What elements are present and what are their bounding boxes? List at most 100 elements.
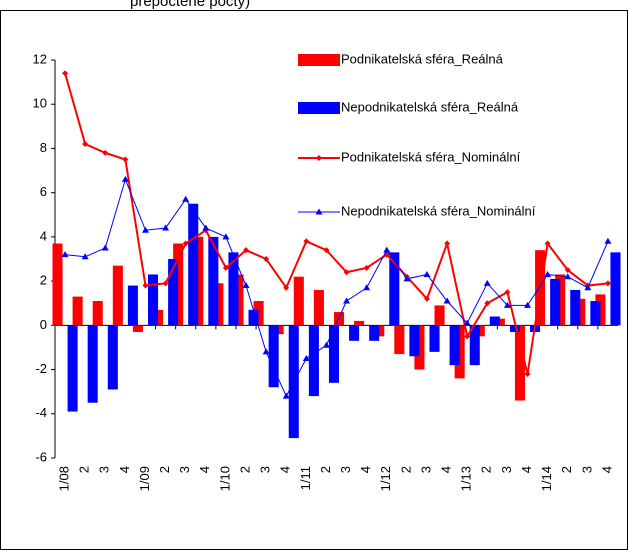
marker (202, 224, 210, 231)
x-tick-label: 1/12 (378, 466, 393, 491)
x-tick-label: 4 (117, 466, 132, 473)
marker (504, 289, 511, 296)
line (64, 72, 609, 375)
x-tick-label: 3 (338, 466, 353, 473)
bar (87, 325, 98, 403)
y-tick-label: 10 (33, 96, 47, 111)
bar (92, 301, 103, 326)
x-tick-label: 3 (579, 466, 594, 473)
marker (242, 282, 250, 289)
marker (403, 275, 411, 282)
bar (328, 325, 340, 383)
bar (268, 325, 279, 388)
marker (101, 244, 109, 251)
x-tick-label: 2 (77, 466, 92, 473)
bar (434, 305, 445, 326)
marker (102, 149, 109, 156)
marker (343, 269, 350, 276)
bar (354, 320, 365, 326)
marker (141, 226, 149, 233)
bar (349, 325, 360, 341)
x-tick-label: 2 (479, 466, 494, 473)
bar (233, 274, 244, 326)
marker (604, 237, 612, 244)
x-tick-label: 2 (559, 466, 574, 473)
marker (483, 279, 491, 286)
bar (570, 289, 581, 326)
bar (489, 316, 500, 326)
legend-swatch (298, 102, 340, 114)
marker (243, 247, 250, 254)
bar (308, 325, 319, 397)
legend-marker (316, 155, 322, 161)
bar (494, 318, 505, 326)
marker (503, 301, 511, 308)
bar (67, 325, 78, 412)
y-tick-label: -6 (35, 449, 47, 464)
marker (423, 295, 430, 302)
marker (343, 297, 351, 304)
bar (590, 301, 601, 326)
marker (303, 238, 310, 245)
bar (112, 265, 123, 326)
marker (363, 264, 370, 271)
y-tick-label: 4 (40, 228, 47, 243)
marker (464, 333, 471, 340)
bar (369, 325, 380, 341)
bar (248, 309, 259, 326)
marker (444, 240, 451, 247)
x-tick-label: 3 (418, 466, 433, 473)
marker (604, 280, 611, 287)
marker (463, 319, 471, 326)
marker (82, 141, 89, 148)
legend-label: Nepodnikatelská sféra_Reálná (341, 99, 519, 114)
x-tick-label: 4 (358, 466, 373, 473)
line (64, 177, 609, 398)
x-tick-label: 4 (599, 466, 614, 473)
marker (222, 233, 230, 240)
bar (514, 325, 526, 401)
frame (0, 10, 628, 550)
bar (409, 325, 420, 357)
marker (322, 341, 330, 348)
marker (544, 270, 552, 277)
bar (188, 203, 199, 326)
marker (81, 253, 89, 260)
marker (302, 355, 310, 361)
x-tick-label: 4 (519, 466, 534, 473)
marker (564, 273, 572, 280)
marker (122, 156, 129, 163)
bar (389, 252, 400, 326)
legend-label: Nepodnikatelská sféra_Nominální (341, 203, 536, 218)
marker (182, 195, 190, 202)
x-tick-label: 2 (157, 466, 172, 473)
bar (107, 325, 118, 390)
y-tick-label: -4 (35, 405, 47, 420)
x-tick-label: 1/09 (137, 466, 152, 491)
x-tick-label: 4 (439, 466, 454, 473)
bar (610, 252, 621, 326)
marker (182, 240, 189, 247)
marker (283, 284, 290, 291)
y-tick-label: 2 (40, 273, 47, 288)
marker (423, 270, 431, 277)
x-tick-label: 3 (499, 466, 514, 473)
marker (262, 348, 270, 355)
y-tick-label: -2 (35, 361, 47, 376)
marker (142, 282, 149, 289)
x-tick-label: 2 (237, 466, 252, 473)
chart-title: přepočtené počty) (130, 0, 250, 10)
marker (222, 264, 229, 271)
marker (564, 267, 571, 274)
marker (544, 240, 551, 247)
marker (524, 301, 532, 308)
marker (61, 251, 69, 258)
bar (208, 236, 219, 326)
marker (484, 300, 491, 307)
x-tick-label: 2 (318, 466, 333, 473)
x-tick-label: 2 (398, 466, 413, 473)
marker (524, 370, 531, 377)
marker (263, 256, 270, 262)
